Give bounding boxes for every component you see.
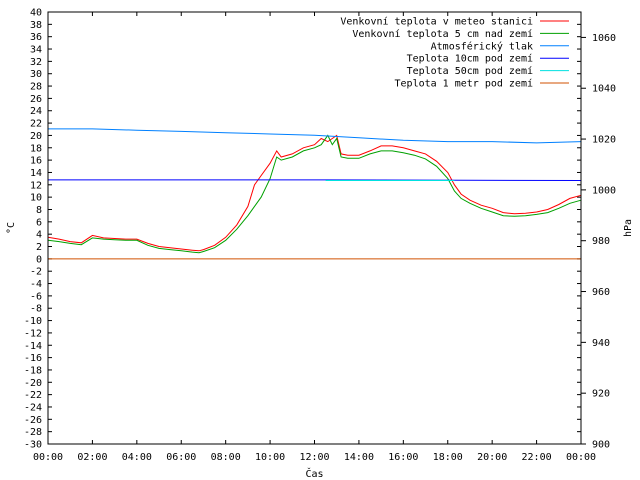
series-line-3 bbox=[48, 128, 582, 144]
y-tick-label: -8 bbox=[30, 304, 42, 315]
legend-label-6: Teplota 1 metr pod zemí bbox=[395, 78, 533, 90]
y2-axis-label: hPa bbox=[623, 219, 634, 237]
y-axis-label: °C bbox=[6, 222, 17, 234]
x-tick-label: 00:00 bbox=[566, 452, 596, 463]
y-tick-label: 14 bbox=[30, 168, 42, 179]
x-tick-label: 14:00 bbox=[344, 452, 374, 463]
y-tick-label: 20 bbox=[30, 131, 42, 142]
y-tick-label: 28 bbox=[30, 82, 42, 93]
y-tick-label: 0 bbox=[36, 254, 42, 265]
y2-tick-label: 980 bbox=[592, 236, 610, 247]
x-tick-label: 16:00 bbox=[388, 452, 418, 463]
y2-axis-ticks: 900 920 940 960 980 1000 1020 1040 1060 bbox=[581, 33, 616, 451]
legend-label-1: Venkovní teplota v meteo stanici bbox=[340, 16, 533, 28]
y-axis-ticks: -30-28-26-24-22-20-18-16-14-12-10-8-6-4-… bbox=[24, 8, 581, 451]
y-tick-label: 2 bbox=[36, 242, 42, 253]
y-tick-label: -24 bbox=[24, 402, 42, 413]
y2-tick-label: 960 bbox=[592, 287, 610, 298]
y-tick-label: 30 bbox=[30, 69, 42, 80]
y-tick-label: -10 bbox=[24, 316, 42, 327]
x-tick-label: 02:00 bbox=[77, 452, 107, 463]
y2-tick-label: 900 bbox=[592, 440, 610, 451]
y-tick-label: 4 bbox=[36, 230, 42, 241]
x-tick-label: 22:00 bbox=[522, 452, 552, 463]
x-tick-label: 00:00 bbox=[33, 452, 63, 463]
y-tick-label: -6 bbox=[30, 291, 42, 302]
plot-frame bbox=[47, 11, 582, 445]
y-tick-label: 40 bbox=[30, 8, 42, 19]
y-tick-label: -30 bbox=[24, 440, 42, 451]
y-tick-label: 18 bbox=[30, 143, 42, 154]
y-tick-label: 26 bbox=[30, 94, 42, 105]
x-tick-label: 10:00 bbox=[255, 452, 285, 463]
y-tick-label: 32 bbox=[30, 57, 42, 68]
y-tick-label: 16 bbox=[30, 156, 42, 167]
y2-tick-label: 1060 bbox=[592, 33, 616, 44]
x-tick-label: 18:00 bbox=[433, 452, 463, 463]
y-tick-label: 34 bbox=[30, 45, 42, 56]
y2-tick-label: 940 bbox=[592, 338, 610, 349]
series-line-4 bbox=[48, 179, 582, 181]
y-tick-label: 12 bbox=[30, 180, 42, 191]
x-tick-label: 04:00 bbox=[122, 452, 152, 463]
y-tick-label: -16 bbox=[24, 353, 42, 364]
x-tick-label: 20:00 bbox=[477, 452, 507, 463]
y-tick-label: -12 bbox=[24, 328, 42, 339]
series-lines bbox=[47, 128, 582, 260]
y-tick-label: -18 bbox=[24, 365, 42, 376]
y-tick-label: 8 bbox=[36, 205, 42, 216]
y2-tick-label: 1020 bbox=[592, 135, 616, 146]
legend-label-3: Atmosférický tlak bbox=[431, 40, 533, 52]
y-tick-label: -14 bbox=[24, 341, 42, 352]
legend: Venkovní teplota v meteo staniciVenkovní… bbox=[340, 16, 569, 90]
x-axis-ticks: 00:00 02:00 04:00 06:00 08:00 10:00 12:00 14:00… bbox=[33, 12, 596, 463]
y-tick-label: -20 bbox=[24, 378, 42, 389]
y2-tick-label: 1040 bbox=[592, 84, 616, 95]
y2-tick-label: 1000 bbox=[592, 185, 616, 196]
y-tick-label: -26 bbox=[24, 415, 42, 426]
y-tick-label: 38 bbox=[30, 20, 42, 31]
x-tick-label: 06:00 bbox=[166, 452, 196, 463]
y-tick-label: -28 bbox=[24, 427, 42, 438]
y2-tick-label: 920 bbox=[592, 389, 610, 400]
y-tick-label: 24 bbox=[30, 106, 42, 117]
y-tick-label: -4 bbox=[30, 279, 42, 290]
x-axis-label: Čas bbox=[305, 467, 323, 480]
x-tick-label: 12:00 bbox=[299, 452, 329, 463]
y-tick-label: 10 bbox=[30, 193, 42, 204]
legend-label-2: Venkovní teplota 5 cm nad zemí bbox=[352, 28, 533, 40]
y-tick-label: -22 bbox=[24, 390, 42, 401]
y-tick-label: -2 bbox=[30, 267, 42, 278]
legend-label-4: Teplota 10cm pod zemí bbox=[407, 53, 533, 65]
series-line-1 bbox=[47, 134, 582, 252]
y-tick-label: 22 bbox=[30, 119, 42, 130]
y-tick-label: 6 bbox=[36, 217, 42, 228]
series-line-2 bbox=[47, 134, 582, 254]
y-tick-label: 36 bbox=[30, 32, 42, 43]
x-tick-label: 08:00 bbox=[211, 452, 241, 463]
legend-label-5: Teplota 50cm pod zemí bbox=[407, 65, 533, 77]
